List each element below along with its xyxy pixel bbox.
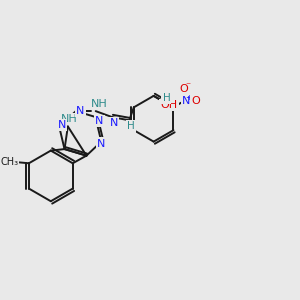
Text: O: O xyxy=(180,84,188,94)
Text: N: N xyxy=(98,139,106,148)
Text: O: O xyxy=(191,96,200,106)
Text: H: H xyxy=(163,93,170,103)
Text: NH: NH xyxy=(61,114,78,124)
Text: OH: OH xyxy=(160,100,177,110)
Text: +: + xyxy=(185,93,192,102)
Text: N: N xyxy=(95,116,103,126)
Text: N: N xyxy=(76,106,85,116)
Text: NH: NH xyxy=(90,98,107,109)
Text: CH₃: CH₃ xyxy=(0,157,18,167)
Text: N: N xyxy=(110,118,118,128)
Text: H: H xyxy=(127,122,135,131)
Text: ⁻: ⁻ xyxy=(185,81,190,91)
Text: N: N xyxy=(182,96,191,106)
Text: N: N xyxy=(58,120,66,130)
